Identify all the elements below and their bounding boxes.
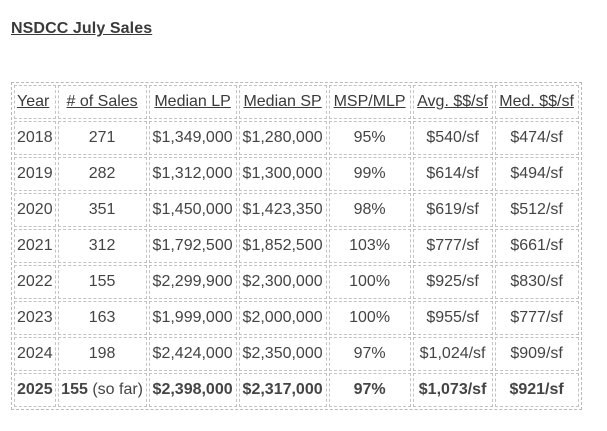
cell-median-sp: $1,852,500 [238,229,327,263]
cell-median-sp: $1,423,350 [238,193,327,227]
header-avg-price-per-sf: Avg. $$/sf [412,85,493,119]
cell-median-lp: $2,424,000 [148,337,237,371]
cell-sales: 198 [57,337,147,371]
cell-med-psf: $661/sf [494,229,579,263]
cell-avg-psf: $540/sf [412,121,493,155]
cell-msp-mlp: 95% [328,121,411,155]
cell-year: 2023 [14,301,56,335]
cell-avg-psf: $1,024/sf [412,337,493,371]
cell-median-lp: $1,999,000 [148,301,237,335]
cell-med-psf: $777/sf [494,301,579,335]
cell-sales: 155 (so far) [57,373,147,407]
table-row: 2023 163 $1,999,000 $2,000,000 100% $955… [14,301,579,335]
header-median-lp: Median LP [148,85,237,119]
cell-median-lp: $1,349,000 [148,121,237,155]
cell-avg-psf: $614/sf [412,157,493,191]
cell-msp-mlp: 103% [328,229,411,263]
header-year: Year [14,85,56,119]
cell-avg-psf: $955/sf [412,301,493,335]
table-row: 2018 271 $1,349,000 $1,280,000 95% $540/… [14,121,579,155]
cell-median-sp: $1,280,000 [238,121,327,155]
cell-sales-note: (so far) [87,381,143,398]
cell-year: 2019 [14,157,56,191]
cell-year: 2020 [14,193,56,227]
table-row: 2022 155 $2,299,900 $2,300,000 100% $925… [14,265,579,299]
header-number-of-sales: # of Sales [57,85,147,119]
cell-avg-psf: $925/sf [412,265,493,299]
cell-sales: 271 [57,121,147,155]
cell-med-psf: $830/sf [494,265,579,299]
cell-median-sp: $2,000,000 [238,301,327,335]
cell-sales: 282 [57,157,147,191]
cell-year: 2018 [14,121,56,155]
cell-msp-mlp: 99% [328,157,411,191]
cell-sales: 163 [57,301,147,335]
cell-year: 2024 [14,337,56,371]
cell-med-psf: $474/sf [494,121,579,155]
cell-median-lp: $1,450,000 [148,193,237,227]
cell-sales-value: 155 [61,381,88,398]
cell-med-psf: $909/sf [494,337,579,371]
cell-median-sp: $2,300,000 [238,265,327,299]
sales-table: Year # of Sales Median LP Median SP MSP/… [11,82,582,410]
cell-median-sp: $1,300,000 [238,157,327,191]
cell-median-sp: $2,350,000 [238,337,327,371]
table-row-current-year: 2025 155 (so far) $2,398,000 $2,317,000 … [14,373,579,407]
cell-med-psf: $494/sf [494,157,579,191]
cell-msp-mlp: 97% [328,337,411,371]
cell-sales: 351 [57,193,147,227]
table-row: 2021 312 $1,792,500 $1,852,500 103% $777… [14,229,579,263]
cell-msp-mlp: 98% [328,193,411,227]
cell-med-psf: $921/sf [494,373,579,407]
table-row: 2019 282 $1,312,000 $1,300,000 99% $614/… [14,157,579,191]
cell-year: 2021 [14,229,56,263]
cell-year: 2025 [14,373,56,407]
cell-avg-psf: $619/sf [412,193,493,227]
header-median-sp: Median SP [238,85,327,119]
cell-sales: 312 [57,229,147,263]
cell-msp-mlp: 97% [328,373,411,407]
cell-year: 2022 [14,265,56,299]
header-msp-mlp: MSP/MLP [328,85,411,119]
cell-med-psf: $512/sf [494,193,579,227]
cell-avg-psf: $777/sf [412,229,493,263]
cell-median-lp: $1,312,000 [148,157,237,191]
page-title: NSDCC July Sales [11,20,153,37]
header-med-price-per-sf: Med. $$/sf [494,85,579,119]
table-header-row: Year # of Sales Median LP Median SP MSP/… [14,85,579,119]
cell-sales: 155 [57,265,147,299]
cell-msp-mlp: 100% [328,265,411,299]
table-row: 2024 198 $2,424,000 $2,350,000 97% $1,02… [14,337,579,371]
cell-median-lp: $1,792,500 [148,229,237,263]
cell-avg-psf: $1,073/sf [412,373,493,407]
cell-median-lp: $2,299,900 [148,265,237,299]
cell-median-sp: $2,317,000 [238,373,327,407]
cell-median-lp: $2,398,000 [148,373,237,407]
table-row: 2020 351 $1,450,000 $1,423,350 98% $619/… [14,193,579,227]
cell-msp-mlp: 100% [328,301,411,335]
